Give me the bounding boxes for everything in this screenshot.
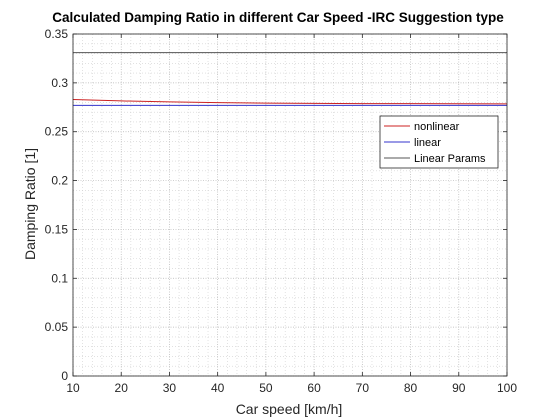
y-tick-label: 0.35 (45, 27, 69, 41)
x-tick-label: 10 (66, 381, 80, 395)
legend-label-linear: linear (414, 137, 441, 149)
y-tick-label: 0.15 (45, 222, 69, 236)
grid (72, 33, 508, 377)
ticks: 10 20 30 40 50 60 70 80 90 100 0 0.05 0.1 0.15 0.2 0.25… (45, 27, 518, 395)
x-tick-label: 20 (115, 381, 129, 395)
y-tick-label: 0.1 (51, 271, 68, 285)
x-tick-label: 70 (356, 381, 370, 395)
x-tick-label: 90 (452, 381, 466, 395)
chart-title: Calculated Damping Ratio in different Ca… (52, 10, 504, 25)
x-tick-label: 50 (259, 381, 273, 395)
x-axis-label: Car speed [km/h] (236, 401, 343, 417)
plot-frame (72, 33, 508, 377)
x-tick-label: 100 (497, 381, 517, 395)
series-line-nonlinear (72, 98, 508, 105)
series-lines (72, 52, 508, 106)
plot-area (73, 34, 507, 376)
x-tick-label: 80 (404, 381, 418, 395)
legend-label-nonlinear: nonlinear (414, 121, 460, 133)
x-tick-label: 40 (211, 381, 225, 395)
x-tick-label: 30 (163, 381, 177, 395)
y-tick-label: 0.2 (51, 174, 68, 188)
x-tick-label: 60 (307, 381, 321, 395)
y-tick-label: 0.25 (45, 125, 69, 139)
y-tick-label: 0.05 (45, 320, 69, 334)
y-tick-label: 0.3 (51, 76, 68, 90)
legend-label-linear-params: Linear Params (414, 153, 486, 165)
y-axis-label: Damping Ratio [1] (22, 148, 38, 260)
legend: nonlinear linear Linear Params (379, 115, 499, 169)
y-tick-label: 0 (61, 369, 68, 383)
